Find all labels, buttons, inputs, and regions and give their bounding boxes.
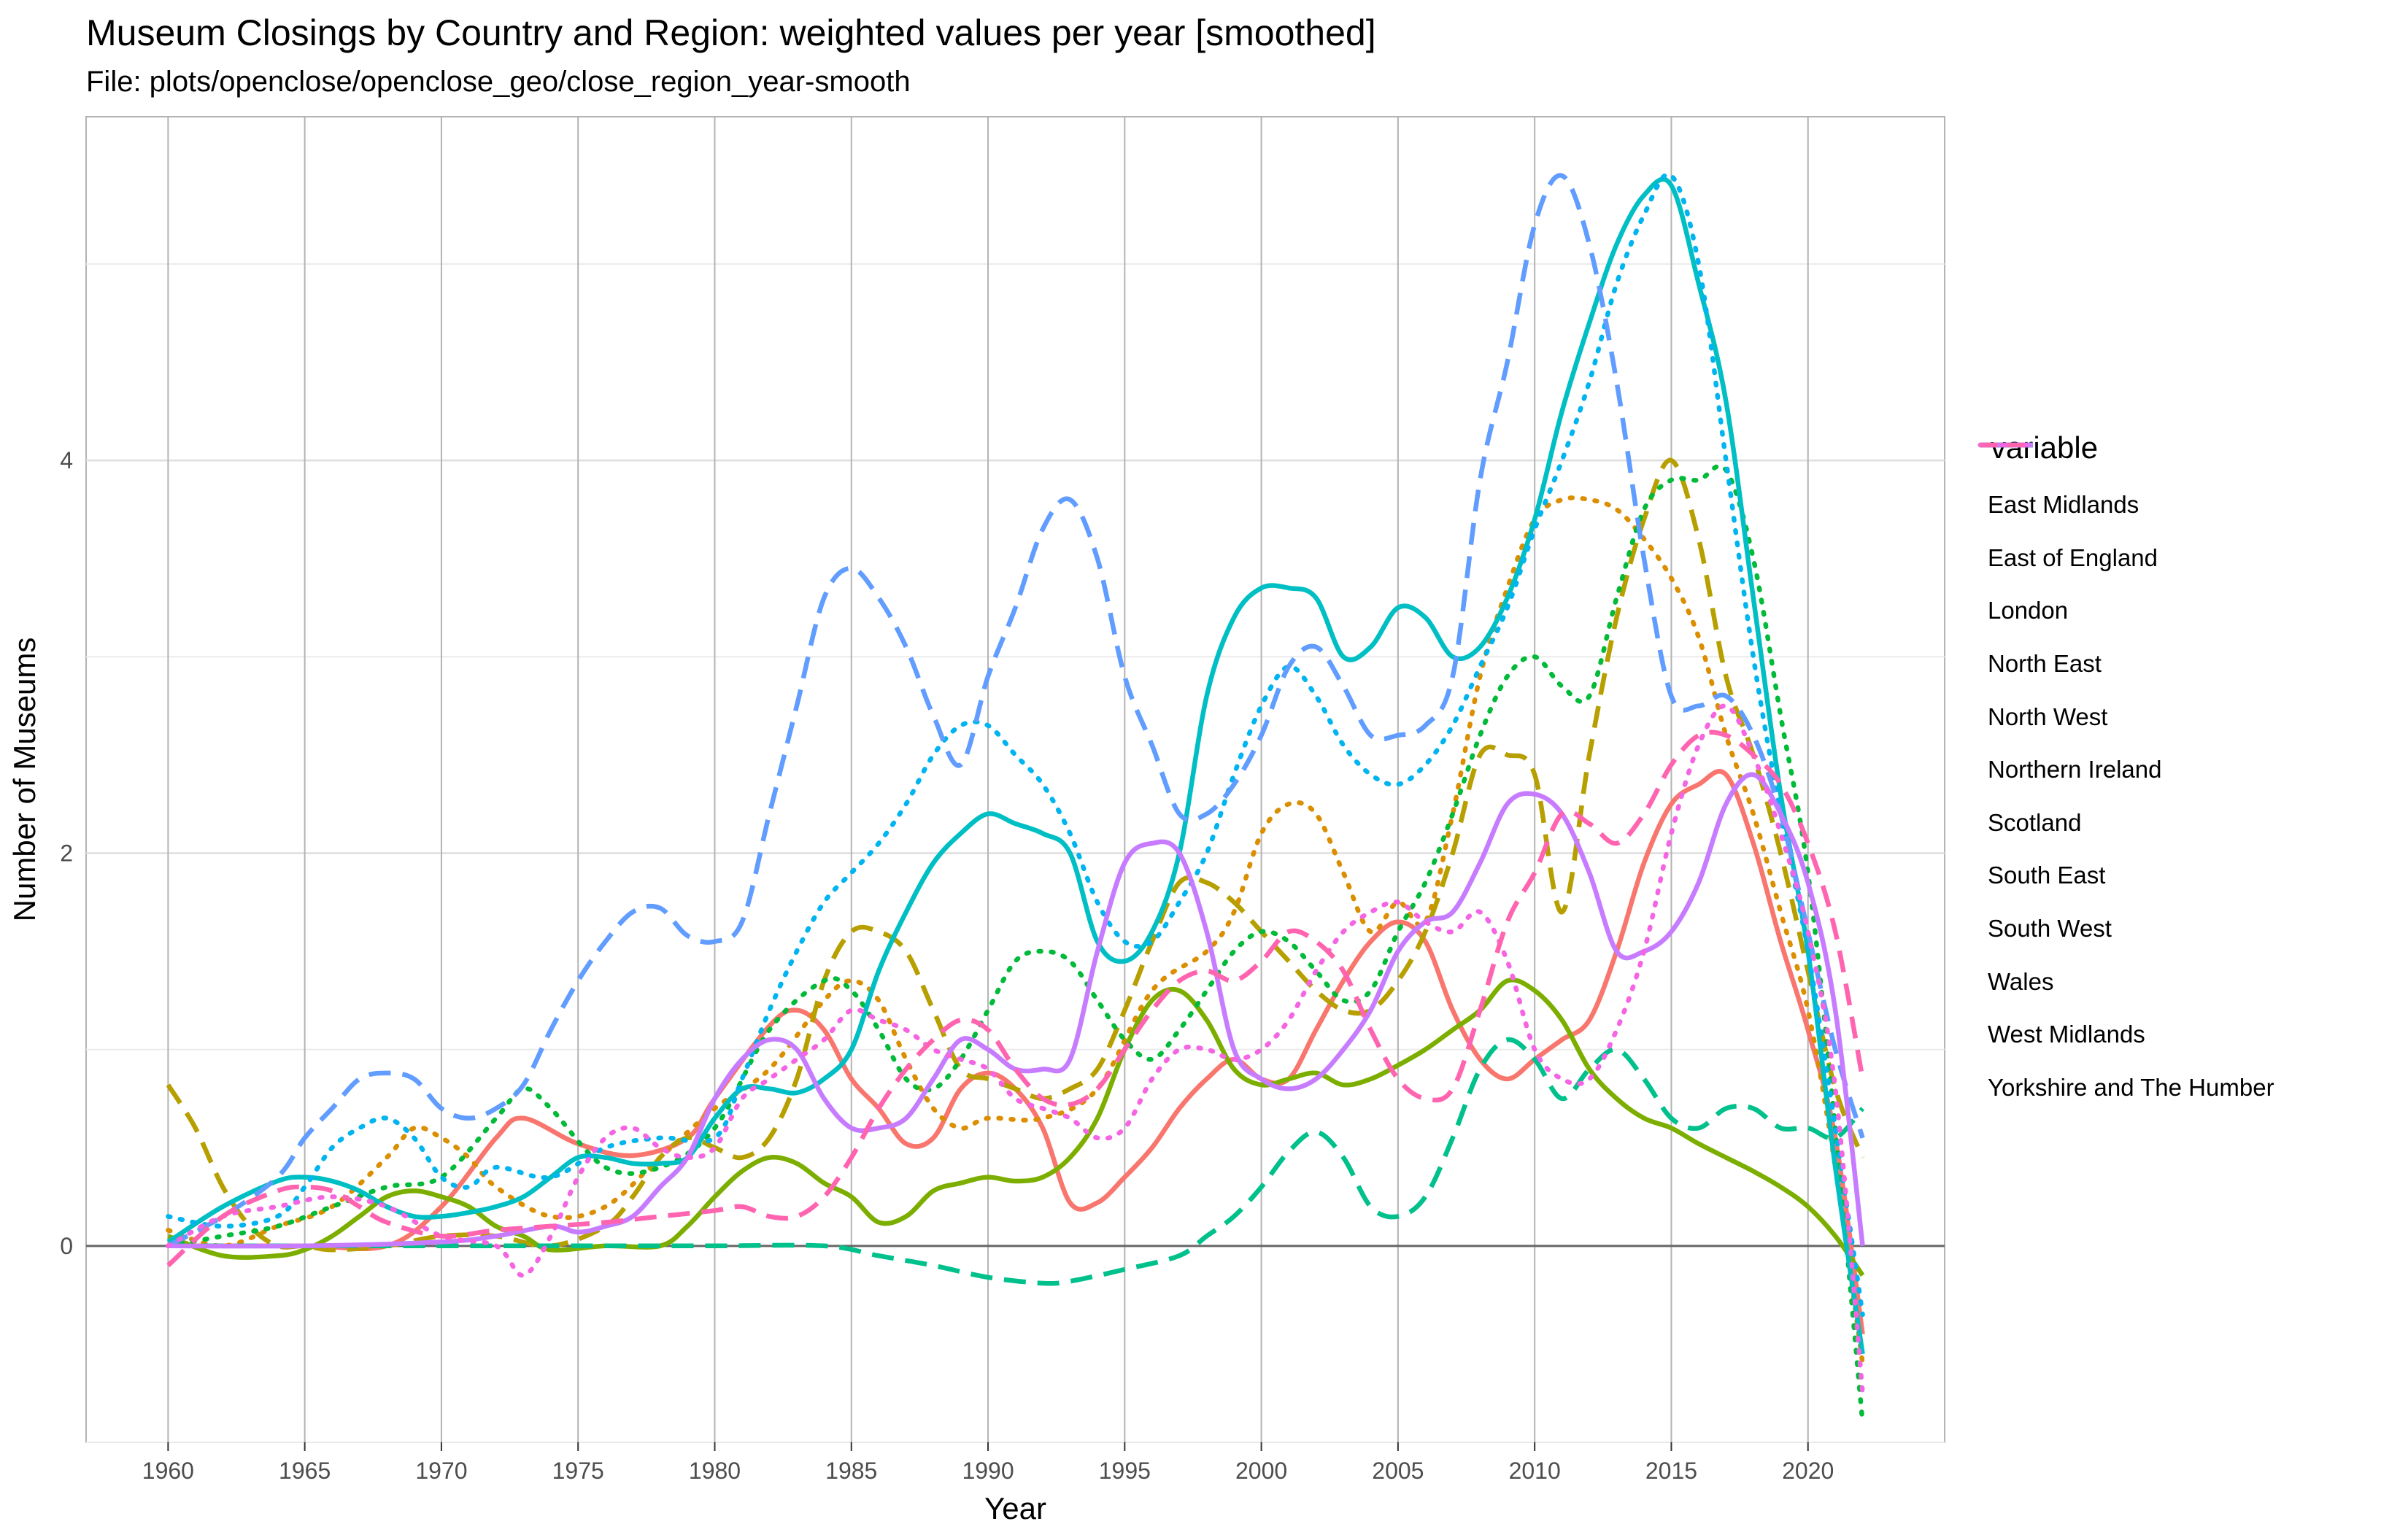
legend-key-yorkshire-and-the-humber	[1980, 442, 2033, 448]
legend-label: North East	[1988, 650, 2102, 678]
legend-label: South East	[1988, 862, 2106, 889]
legend-item-yorkshire-and-the-humber: Yorkshire and The Humber	[1970, 442, 2274, 1115]
legend-label: London	[1988, 597, 2069, 624]
legend-label: East Midlands	[1988, 491, 2139, 519]
legend-label: Northern Ireland	[1988, 756, 2162, 784]
legend-label: Yorkshire and The Humber	[1988, 1073, 2274, 1101]
chart-subtitle: File: plots/openclose/openclose_geo/clos…	[86, 66, 911, 98]
x-tick-label: 1970	[415, 1458, 467, 1484]
series-line-northern-ireland	[168, 1037, 1865, 1286]
legend-label: Wales	[1988, 967, 2054, 995]
series-line-south-east	[166, 171, 1865, 1318]
legend-item-south-west: South West	[1970, 442, 2274, 956]
legend-item-north-east: North East	[1970, 442, 2274, 691]
y-tick-label: 2	[60, 840, 73, 866]
legend-item-scotland: Scotland	[1970, 442, 2274, 850]
x-tick-label: 1960	[142, 1458, 194, 1484]
series-line-west-midlands	[166, 703, 1865, 1396]
legend: variable East Midlands East of England Lon…	[1970, 430, 2274, 1114]
x-tick-label: 1965	[279, 1458, 331, 1484]
x-tick-label: 2005	[1372, 1458, 1424, 1484]
legend-item-wales: Wales	[1970, 442, 2274, 1008]
x-tick-label: 1990	[962, 1458, 1014, 1484]
x-tick-label: 1985	[825, 1458, 877, 1484]
legend-item-south-east: South East	[1970, 442, 2274, 902]
legend-label: East of England	[1988, 543, 2158, 571]
x-tick-label: 2020	[1782, 1458, 1834, 1484]
x-tick-label: 2000	[1235, 1458, 1287, 1484]
legend-item-east-midlands: East Midlands	[1970, 442, 2274, 532]
x-axis-title: Year	[984, 1491, 1046, 1525]
series-line-south-west	[166, 173, 1865, 1248]
legend-item-london: London	[1970, 442, 2274, 638]
legend-item-east-of-england: East of England	[1970, 442, 2274, 585]
series-line-north-west	[166, 463, 1865, 1425]
series-line-wales	[168, 772, 1865, 1249]
legend-item-northern-ireland: Northern Ireland	[1970, 442, 2274, 797]
series-line-scotland	[166, 177, 1865, 1355]
legend-label: South West	[1988, 915, 2112, 943]
x-tick-label: 1995	[1099, 1458, 1151, 1484]
x-tick-label: 1980	[689, 1458, 741, 1484]
x-tick-label: 1975	[552, 1458, 604, 1484]
x-tick-label: 2010	[1509, 1458, 1561, 1484]
legend-item-west-midlands: West Midlands	[1970, 442, 2274, 1061]
legend-title: variable	[1991, 430, 2099, 465]
legend-label: Scotland	[1988, 808, 2082, 836]
legend-label: North West	[1988, 703, 2108, 730]
x-tick-label: 2015	[1645, 1458, 1697, 1484]
chart-title: Museum Closings by Country and Region: w…	[86, 12, 1376, 53]
legend-label: West Midlands	[1988, 1021, 2145, 1048]
series-line-london	[166, 457, 1865, 1253]
y-tick-label: 0	[60, 1233, 73, 1259]
series-line-yorkshire-and-the-humber	[166, 730, 1865, 1268]
legend-item-north-west: North West	[1970, 442, 2274, 743]
y-axis-title: Number of Museums	[7, 638, 42, 922]
y-tick-label: 4	[60, 447, 73, 473]
